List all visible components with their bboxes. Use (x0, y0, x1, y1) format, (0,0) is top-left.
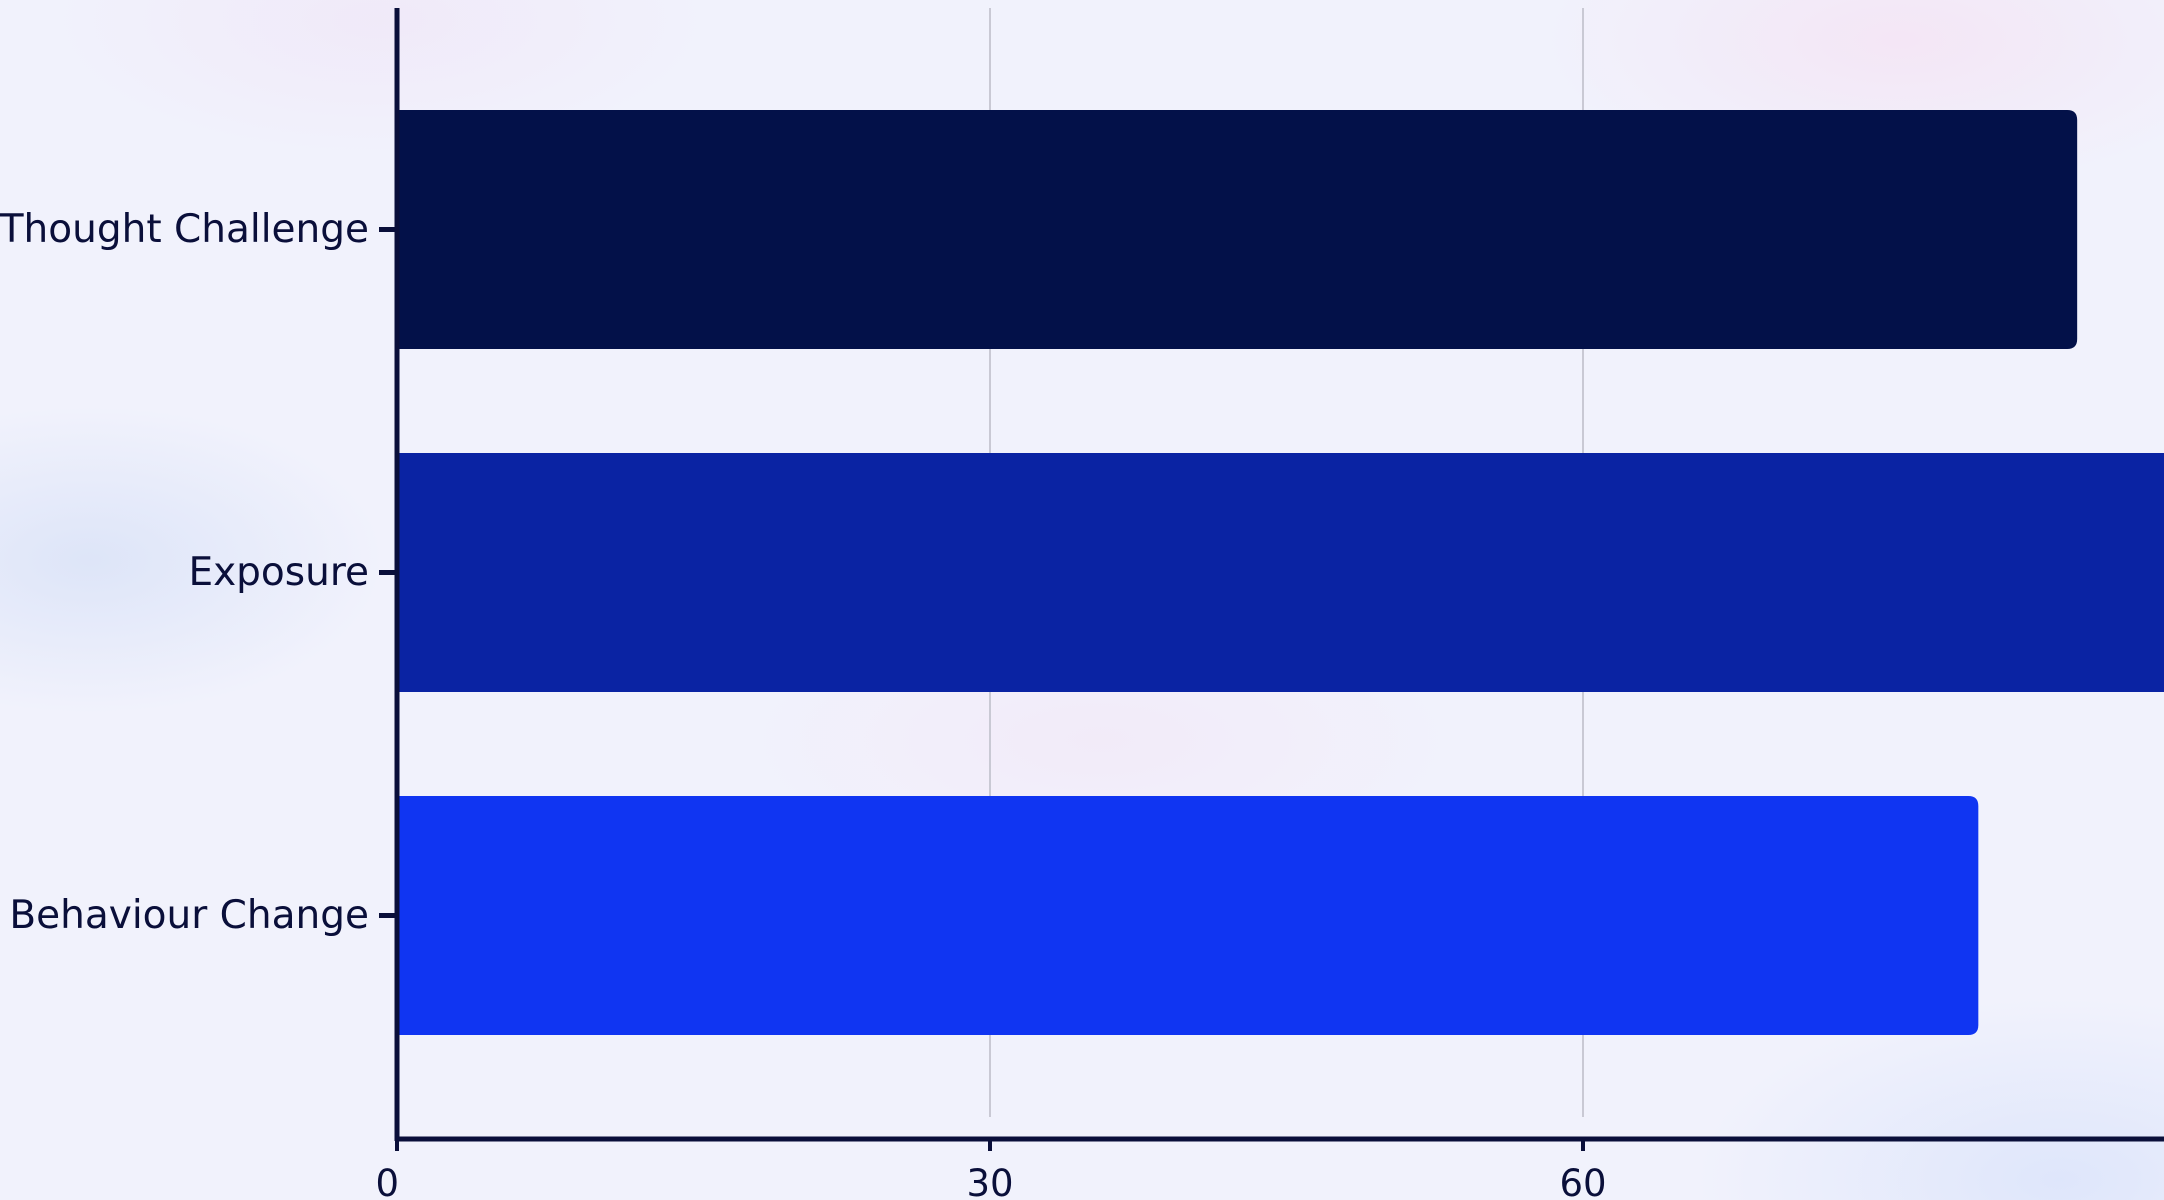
axes (379, 8, 2164, 1151)
labels: Thought Challenge Exposure Behaviour Chang… (0, 207, 2164, 1200)
x-tick-label-0: 0 (375, 1162, 399, 1200)
category-label-exposure: Exposure (188, 550, 369, 595)
x-tick-label-9: 9 (2162, 1162, 2164, 1200)
category-label-thought-challenge: Thought Challenge (0, 207, 369, 252)
bar-exposure (397, 453, 2164, 692)
bar-behaviour-change (397, 796, 1979, 1035)
bars (397, 110, 2164, 1035)
x-tick-label-30: 30 (966, 1162, 1013, 1200)
category-label-behaviour-change: Behaviour Change (9, 893, 369, 938)
bar-thought-challenge (397, 110, 2078, 349)
x-tick-label-60: 60 (1559, 1162, 1606, 1200)
